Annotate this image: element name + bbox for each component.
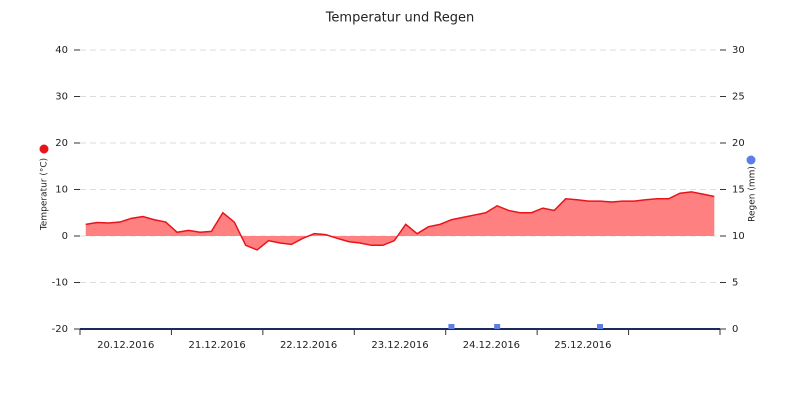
y-tick-label: -20 (52, 324, 68, 335)
y-tick-label: 20 (55, 138, 68, 149)
x-tick-label: 20.12.2016 (97, 340, 154, 351)
rain-marker (597, 324, 603, 329)
y-tick-label: 30 (55, 92, 68, 103)
rain-marker (448, 324, 455, 329)
chart-title: Temperatur und Regen (325, 11, 475, 26)
x-tick-label: 22.12.2016 (280, 340, 337, 351)
y-tick-label: 0 (62, 231, 68, 242)
y2-axis-label: Regen (mm) (748, 166, 758, 222)
rain-marker (494, 324, 501, 329)
legend-dot (39, 144, 49, 154)
y-tick-label: 40 (55, 45, 68, 56)
y2-tick-label: 30 (732, 45, 745, 56)
y2-tick-label: 25 (732, 92, 745, 103)
y2-tick-label: 0 (732, 324, 738, 335)
legend-dot (746, 155, 756, 165)
y-tick-label: 10 (55, 185, 68, 196)
x-tick-label: 21.12.2016 (189, 340, 246, 351)
y2-tick-label: 20 (732, 138, 745, 149)
y2-tick-label: 5 (732, 278, 738, 289)
y2-tick-label: 10 (732, 231, 745, 242)
x-tick-label: 25.12.2016 (554, 340, 611, 351)
x-tick-label: 24.12.2016 (463, 340, 520, 351)
y-axis-label: Temperatur (°C) (40, 158, 50, 231)
x-tick-label: 23.12.2016 (371, 340, 428, 351)
temperature-line (85, 191, 715, 251)
y2-tick-label: 15 (732, 185, 745, 196)
y-tick-label: -10 (52, 278, 68, 289)
temperature-area (85, 191, 715, 250)
